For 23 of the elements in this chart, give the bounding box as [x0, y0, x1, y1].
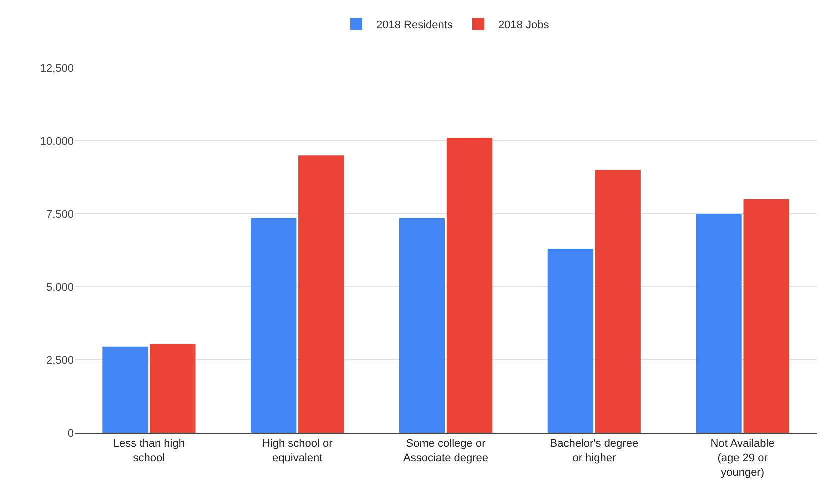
y-tick-label: 10,000: [40, 136, 74, 148]
x-tick-label: Bachelor's degree or higher: [550, 438, 639, 464]
bar: [696, 214, 742, 433]
legend-label: 2018 Residents: [376, 20, 454, 32]
x-tick-label: High school or equivalent: [262, 438, 334, 464]
y-tick-label: 12,500: [40, 62, 74, 75]
x-tick-label: Some college or Associate degree: [404, 438, 488, 464]
y-tick-label: 5,000: [46, 282, 74, 294]
legend-label: 2018 Jobs: [498, 20, 550, 32]
bar: [102, 346, 148, 433]
bar: [298, 156, 344, 433]
y-tick-label: 0: [68, 428, 74, 440]
bar: [399, 218, 446, 433]
x-tick-label: Less than high school: [113, 438, 185, 464]
x-tick-label: Not Available (age 29 or younger): [710, 438, 775, 479]
bar: [744, 199, 790, 433]
bar: [446, 138, 493, 433]
bar: [548, 249, 594, 433]
y-tick-label: 7,500: [46, 208, 74, 221]
bar: [251, 218, 297, 433]
y-tick-label: 2,500: [46, 354, 74, 367]
bar: [150, 344, 196, 433]
bar: [595, 170, 641, 433]
